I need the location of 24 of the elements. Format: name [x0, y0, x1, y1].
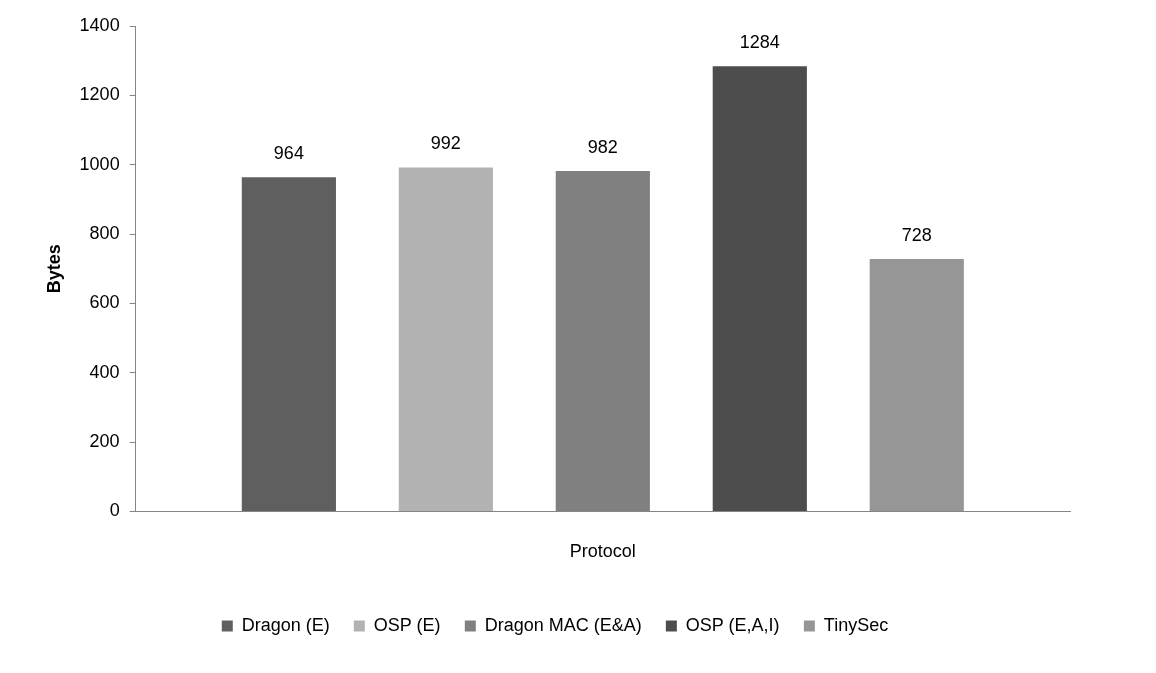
y-axis-title: Bytes	[43, 244, 64, 294]
y-tick-label: 400	[89, 361, 120, 382]
y-tick-label: 200	[89, 431, 120, 452]
legend-label: OSP (E)	[373, 614, 441, 635]
legend-label: Dragon MAC (E&A)	[484, 614, 642, 635]
y-tick-label: 0	[109, 500, 120, 521]
data-label: 1284	[739, 32, 780, 53]
y-tick-label: 600	[89, 292, 120, 313]
bar	[241, 177, 336, 511]
bar	[869, 258, 964, 511]
y-tick-label: 1400	[79, 14, 120, 35]
legend-label: OSP (E,A,I)	[685, 614, 780, 635]
y-tick-label: 1000	[79, 153, 120, 174]
x-tick-label: Protocol	[569, 541, 636, 562]
y-tick-label: 1200	[79, 84, 120, 105]
data-label: 728	[901, 224, 932, 245]
bar	[712, 66, 807, 511]
data-label: 992	[430, 133, 461, 154]
data-label: 982	[587, 136, 618, 157]
data-label: 964	[273, 143, 304, 164]
legend-label: Dragon (E)	[241, 614, 330, 635]
y-tick-label: 800	[89, 223, 120, 243]
legend-label: TinySec	[823, 614, 889, 635]
bar	[398, 167, 493, 511]
